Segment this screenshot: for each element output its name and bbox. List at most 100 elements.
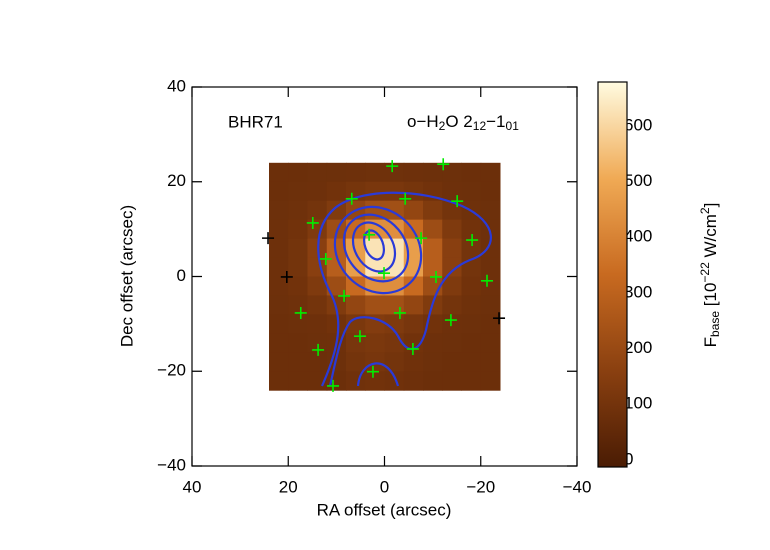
text-part: 2 — [439, 119, 446, 133]
pixel — [442, 276, 462, 296]
pixel — [307, 200, 328, 221]
pixel — [442, 257, 462, 277]
pixel — [403, 200, 424, 221]
marker — [429, 270, 442, 283]
pixel — [461, 162, 482, 183]
pixel — [480, 295, 501, 315]
pixel — [269, 314, 289, 334]
contour — [333, 205, 423, 295]
pixel — [384, 371, 405, 391]
marker — [451, 195, 464, 208]
pixel — [307, 333, 328, 353]
pixel — [403, 371, 424, 391]
pixel — [346, 371, 366, 391]
marker — [366, 365, 379, 378]
pixel — [326, 200, 347, 221]
pixel — [423, 162, 443, 183]
pixel — [365, 238, 385, 259]
pixel — [423, 333, 443, 353]
annotation-right: o−H2O 212−101 — [407, 112, 519, 133]
pixel — [423, 219, 443, 240]
x-tick-label: −40 — [563, 477, 592, 496]
pixel — [461, 333, 482, 353]
pixel — [269, 352, 289, 372]
pixel — [307, 314, 328, 334]
pixel — [346, 295, 366, 315]
marker — [306, 216, 319, 229]
pixel — [288, 257, 308, 277]
marker — [444, 314, 457, 327]
pixel — [461, 314, 482, 334]
pixel — [403, 181, 424, 202]
pixel — [288, 162, 308, 183]
image — [269, 162, 501, 391]
marker — [262, 232, 275, 245]
pixel — [461, 181, 482, 202]
x-tick-label: 0 — [380, 477, 389, 496]
pixel — [480, 200, 501, 221]
pixel — [326, 295, 347, 315]
colorbar-tick-label: 100 — [624, 394, 652, 413]
pixel — [384, 352, 405, 372]
pixel — [365, 162, 385, 183]
pixel — [307, 162, 328, 183]
pixel — [480, 257, 501, 277]
x-tick-label: 20 — [279, 477, 298, 496]
pixel — [423, 200, 443, 221]
pixel — [365, 181, 385, 202]
pixel — [288, 314, 308, 334]
pixel — [346, 276, 366, 296]
colorbar-tick-label: 200 — [624, 338, 652, 357]
text-part: 12 — [473, 119, 487, 133]
pixel — [326, 257, 347, 277]
pixel — [269, 181, 289, 202]
pixel — [480, 314, 501, 334]
x-tick-label: 40 — [183, 477, 202, 496]
pixel — [288, 200, 308, 221]
marker — [406, 342, 419, 355]
text-part: 01 — [506, 119, 520, 133]
pixel — [269, 276, 289, 296]
text-part: −22 — [698, 262, 712, 283]
marker — [327, 379, 340, 392]
annotation-left: BHR71 — [228, 112, 283, 131]
text-part: [10 — [701, 283, 720, 311]
pixel — [403, 276, 424, 296]
pixel — [269, 295, 289, 315]
contour — [342, 213, 410, 283]
pixel — [461, 295, 482, 315]
text-part: ] — [701, 203, 720, 208]
pixel — [461, 219, 482, 240]
marker — [345, 192, 358, 205]
pixel — [269, 162, 289, 183]
pixel — [480, 333, 501, 353]
pixel — [288, 333, 308, 353]
contour — [351, 221, 397, 273]
pixel — [461, 276, 482, 296]
pixel — [423, 238, 443, 259]
pixel — [307, 352, 328, 372]
pixel — [480, 162, 501, 183]
pixel — [480, 238, 501, 259]
x-axis-label: RA offset (arcsec) — [317, 500, 452, 519]
marker — [312, 343, 325, 356]
marker — [399, 192, 412, 205]
pixel — [442, 333, 462, 353]
marker — [338, 289, 351, 302]
text-part: 2 — [698, 207, 712, 214]
pixel — [288, 295, 308, 315]
pixel — [423, 352, 443, 372]
text-part: o−H — [407, 112, 439, 131]
marker — [393, 306, 406, 319]
colorbar-tick-label: 400 — [624, 227, 652, 246]
pixel — [269, 219, 289, 240]
pixel — [365, 371, 385, 391]
pixel — [365, 352, 385, 372]
y-tick-label: 20 — [167, 171, 186, 190]
text-part: F — [701, 337, 720, 347]
pixel — [480, 181, 501, 202]
pixel — [346, 314, 366, 334]
pixel — [288, 352, 308, 372]
pixel — [346, 162, 366, 183]
